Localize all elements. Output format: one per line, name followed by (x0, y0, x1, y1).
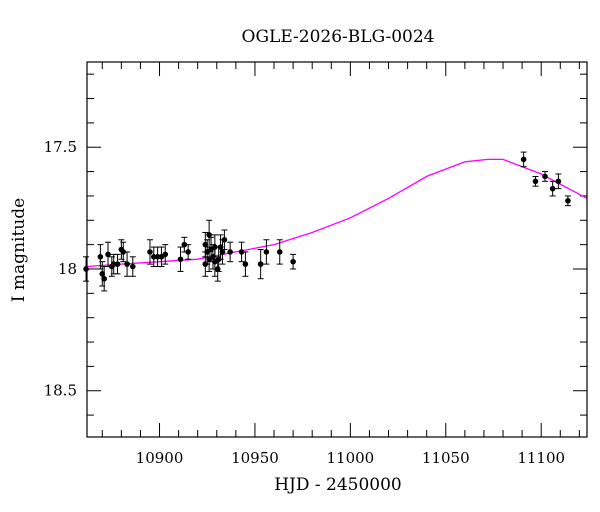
x-axis-label: HJD - 2450000 (274, 475, 402, 495)
x-tick-label: 11000 (326, 449, 374, 467)
data-point (542, 173, 548, 180)
plot-area (83, 151, 588, 292)
data-point (210, 254, 216, 260)
data-point (202, 241, 209, 248)
data-point (105, 251, 111, 258)
y-tick-label: 18.5 (44, 382, 77, 400)
data-point (181, 241, 188, 248)
data-point (549, 185, 556, 192)
y-tick-label: 18 (58, 260, 77, 278)
data-point (99, 271, 106, 277)
data-point (83, 266, 89, 272)
x-tick-label: 11100 (517, 449, 565, 467)
x-tick-label: 10950 (231, 449, 279, 467)
plot-frame (86, 61, 588, 438)
chart-title: OGLE-2026-BLG-0024 (242, 27, 435, 47)
data-point (217, 244, 224, 250)
data-point (290, 258, 296, 265)
data-point (263, 249, 270, 255)
data-point (227, 249, 233, 255)
data-point (147, 249, 153, 255)
data-point (257, 261, 264, 267)
data-point (101, 275, 107, 282)
model-curve (86, 158, 588, 268)
data-point (185, 249, 191, 255)
y-axis-label: I magnitude (9, 198, 29, 302)
data-point (276, 249, 283, 255)
x-tick-label: 10900 (136, 449, 184, 467)
y-tick-label: 17.5 (44, 138, 77, 156)
data-point (97, 254, 104, 260)
data-point (130, 263, 136, 270)
data-point (520, 156, 527, 163)
data-point (532, 178, 539, 185)
data-point (242, 261, 249, 267)
data-point (555, 178, 562, 185)
tick-labels: 10900 10950 11000 11050 11100 17.5 18 18.5 (44, 138, 565, 467)
data-point (212, 244, 218, 250)
data-point (238, 249, 245, 255)
data-point (114, 261, 121, 267)
data-point (120, 249, 127, 255)
data-point (202, 261, 209, 267)
data-point (565, 197, 571, 204)
x-tick-label: 11050 (422, 449, 470, 467)
data-point (177, 256, 184, 263)
data-point (219, 249, 226, 255)
data-point (206, 232, 212, 238)
data-point (162, 251, 169, 258)
data-point (221, 236, 228, 243)
axis-ticks (87, 62, 587, 437)
data-point (124, 261, 130, 267)
